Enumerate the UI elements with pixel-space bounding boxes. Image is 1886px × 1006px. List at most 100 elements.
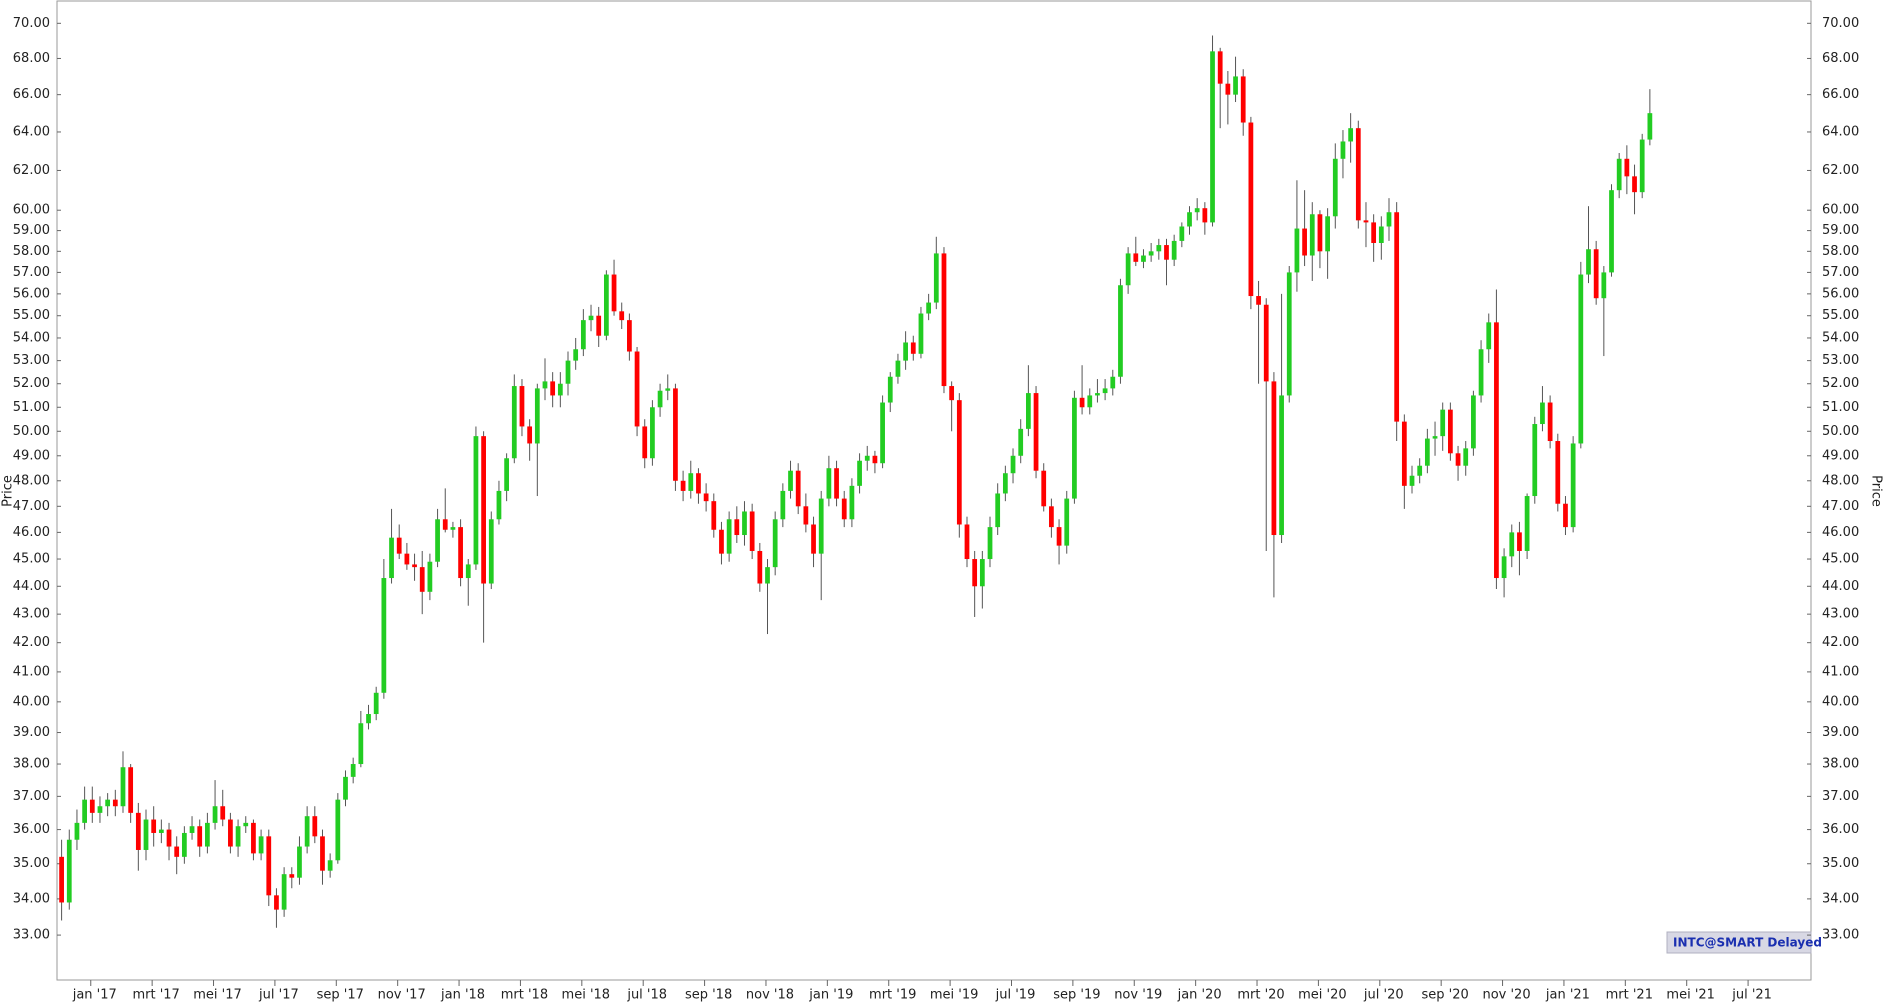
y-tick-label: 57.00: [13, 265, 50, 280]
candle-body: [596, 315, 602, 336]
candle-body: [1609, 190, 1614, 273]
candle-body: [1363, 220, 1369, 223]
y-tick-label: 52.00: [13, 376, 50, 391]
candle-body: [1187, 212, 1192, 227]
candle-body: [573, 349, 579, 361]
x-tick-label: jan '18: [440, 988, 485, 1003]
y-tick-label: 62.00: [13, 163, 50, 178]
candle-body: [1133, 253, 1139, 262]
candle-body: [458, 527, 463, 579]
candle-body: [1601, 272, 1607, 299]
candle-body: [251, 822, 256, 854]
candle-body: [465, 564, 471, 579]
y-tick-label: 51.00: [13, 400, 50, 415]
candle-body: [1348, 128, 1354, 142]
y-tick-label: 37.00: [13, 789, 50, 804]
candle-body: [1279, 395, 1284, 536]
candle-body: [335, 799, 341, 861]
candle-body: [933, 253, 939, 303]
y-tick-label-right: 36.00: [1822, 822, 1859, 837]
y-tick-label-right: 55.00: [1822, 308, 1859, 323]
plot-frame: [56, 0, 1812, 981]
candle-body: [1401, 421, 1407, 486]
y-axis-label: Price: [1, 475, 16, 507]
candle-body: [135, 812, 141, 850]
y-tick-label-right: 48.00: [1822, 473, 1859, 488]
x-tick-label: mrt '17: [132, 988, 179, 1003]
y-tick-label: 58.00: [13, 244, 50, 259]
x-tick-label: jan '17: [72, 988, 117, 1003]
candle-body: [627, 320, 632, 352]
candle-body: [749, 511, 755, 551]
candle-body: [979, 559, 985, 587]
candle-body: [1578, 274, 1584, 444]
candle-body: [1593, 249, 1599, 299]
badge: [1666, 931, 1812, 954]
candle-body: [1616, 158, 1622, 191]
y-tick-label: 38.00: [13, 757, 50, 772]
candle-body: [59, 856, 64, 903]
candle-body: [1248, 122, 1254, 297]
candle-body: [841, 498, 847, 520]
candle-body: [358, 723, 364, 765]
candle-body: [956, 400, 962, 525]
badge-text: INTC@SMART Delayed: [1673, 936, 1822, 950]
y-tick-label-right: 54.00: [1822, 330, 1859, 345]
candle-body: [1570, 443, 1576, 528]
candle-body: [381, 578, 387, 693]
y-tick-label: 49.00: [13, 448, 50, 463]
y-tick-label-right: 46.00: [1822, 525, 1859, 540]
candle-body: [120, 767, 126, 807]
candle-body: [1286, 272, 1292, 396]
candle-body: [772, 519, 778, 568]
x-tick-label: jan '19: [808, 988, 853, 1003]
candle-body: [1102, 388, 1108, 394]
y-tick-label-right: 49.00: [1822, 448, 1859, 463]
candle-body: [811, 524, 816, 554]
candle-body: [557, 383, 563, 396]
y-tick-label-right: 60.00: [1822, 203, 1859, 218]
candle-body: [450, 527, 456, 530]
candle-body: [435, 519, 440, 562]
candle-body: [1294, 228, 1300, 273]
candle-body: [519, 386, 525, 427]
candle-body: [1194, 208, 1200, 213]
x-tick-label: jan '21: [1545, 988, 1590, 1003]
candle-body: [1386, 212, 1392, 227]
candle-body: [1263, 304, 1269, 382]
candle-body: [1010, 455, 1016, 474]
candle-body: [89, 799, 95, 813]
x-tick-label: sep '19: [1053, 988, 1100, 1003]
y-tick-label: 46.00: [13, 525, 50, 540]
candle-body: [580, 320, 586, 350]
candle-body: [1309, 214, 1315, 256]
candle-body: [488, 519, 494, 584]
y-tick-label: 47.00: [13, 499, 50, 514]
candle-body: [212, 806, 218, 823]
y-tick-label: 42.00: [13, 635, 50, 650]
candle-body: [1624, 158, 1630, 177]
candle-body: [611, 274, 617, 312]
candle-body: [1079, 397, 1085, 408]
candle-body: [181, 832, 187, 857]
candle-body: [1025, 393, 1031, 429]
candle-body: [788, 470, 793, 491]
candle-body: [197, 826, 203, 847]
candle-body: [1210, 51, 1215, 223]
candle-body: [696, 473, 701, 494]
candle-body: [1302, 228, 1307, 256]
y-tick-label-right: 70.00: [1822, 16, 1859, 31]
candle-body: [1087, 395, 1093, 408]
x-tick-label: nov '20: [1482, 988, 1530, 1003]
candle-body: [818, 498, 824, 554]
candle-body: [527, 426, 533, 444]
x-tick-label: mrt '21: [1606, 988, 1653, 1003]
candle-body: [542, 381, 548, 389]
candle-body: [366, 714, 371, 724]
candle-body: [719, 529, 724, 554]
y-tick-label-right: 45.00: [1822, 552, 1859, 567]
candle-body: [1049, 506, 1054, 528]
candle-body: [143, 819, 149, 850]
x-tick-label: mei '17: [193, 988, 242, 1003]
